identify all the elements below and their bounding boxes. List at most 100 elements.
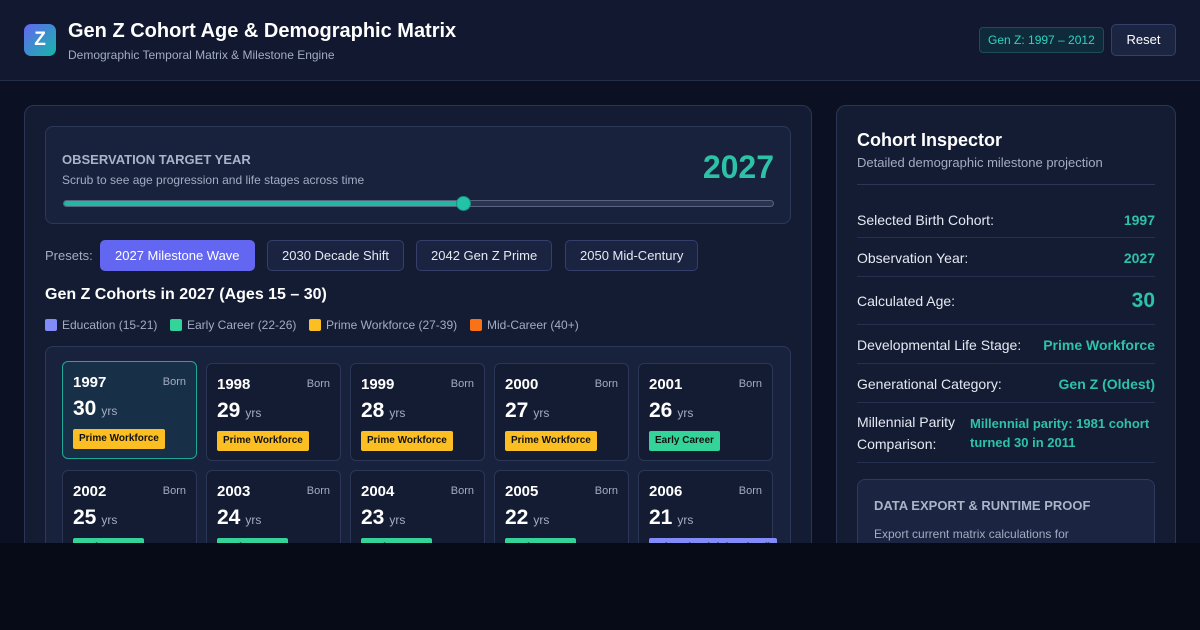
age-unit: yrs [389, 406, 406, 420]
inspector-row: Selected Birth Cohort: 1997 [857, 200, 1155, 238]
age-unit: yrs [245, 406, 262, 420]
born-label: Born [738, 378, 762, 390]
cohort-card[interactable]: 1997 Born 30 yrs Prime Workforce [62, 361, 197, 459]
subtitle: Demographic Temporal Matrix & Milestone … [68, 48, 335, 62]
age-unit: yrs [677, 406, 694, 420]
cohort-grid: 1997 Born 30 yrs Prime Workforce 1998 Born 29 yr… [45, 346, 791, 543]
preset-button[interactable]: 2030 Decade Shift [267, 240, 404, 271]
cohort-card[interactable]: 2004 Born 23 yrs Early Career [350, 470, 485, 543]
stage-badge: Early Career [361, 538, 432, 543]
slider-track[interactable] [63, 200, 774, 207]
age-unit: yrs [101, 404, 118, 418]
born-label: Born [450, 485, 474, 497]
cohort-year: 2005 [505, 483, 539, 500]
row-value: 1997 [1123, 212, 1155, 228]
title: Gen Z Cohort Age & Demographic Matrix [68, 20, 457, 42]
cohort-year: 2003 [217, 483, 251, 500]
inspector-row: Calculated Age: 30 [857, 277, 1155, 325]
stage-badge: Prime Workforce [505, 431, 597, 451]
age-value: 24 [217, 506, 241, 529]
cohort-card[interactable]: 2000 Born 27 yrs Prime Workforce [494, 363, 629, 461]
export-box: DATA EXPORT & RUNTIME PROOF Export curre… [857, 479, 1155, 543]
age-value: 25 [73, 506, 97, 529]
stage-badge: Prime Workforce [217, 431, 309, 451]
age-value: 28 [361, 399, 385, 422]
legend-label: Prime Workforce (27-39) [326, 318, 458, 332]
age-unit: yrs [389, 513, 406, 527]
inspector-panel: Cohort Inspector Detailed demographic mi… [836, 105, 1176, 543]
presets-label: Presets: [45, 248, 93, 263]
export-title: DATA EXPORT & RUNTIME PROOF [874, 498, 1091, 513]
matrix-panel: OBSERVATION TARGET YEAR Scrub to see age… [24, 105, 812, 543]
row-value: 30 [1131, 289, 1155, 312]
export-text: Export current matrix calculations for [874, 527, 1069, 541]
age-unit: yrs [245, 513, 262, 527]
cohort-card[interactable]: 2005 Born 22 yrs Early Career [494, 470, 629, 543]
row-value: Millennial parity: 1981 cohort turned 30… [970, 416, 1150, 450]
main: OBSERVATION TARGET YEAR Scrub to see age… [0, 81, 1200, 543]
row-label: Generational Category: [857, 376, 1002, 392]
inspector-subtitle: Detailed demographic milestone projectio… [857, 155, 1103, 170]
row-label: Calculated Age: [857, 293, 956, 309]
preset-button[interactable]: 2042 Gen Z Prime [416, 240, 553, 271]
range-badge: Gen Z: 1997 – 2012 [979, 27, 1104, 53]
row-label: Millennial Parity Comparison: [857, 414, 956, 452]
cohort-card[interactable]: 1999 Born 28 yrs Prime Workforce [350, 363, 485, 461]
row-label: Observation Year: [857, 250, 969, 266]
inspector-row: Generational Category: Gen Z (Oldest) [857, 364, 1155, 403]
cohort-age: 24 yrs [217, 506, 261, 530]
cohort-card[interactable]: 2002 Born 25 yrs Early Career [62, 470, 197, 543]
cohort-age: 22 yrs [505, 506, 549, 530]
cohort-age: 26 yrs [649, 399, 693, 423]
inspector-row: Observation Year: 2027 [857, 238, 1155, 277]
cohort-age: 25 yrs [73, 506, 117, 530]
cohort-year: 1997 [73, 374, 107, 391]
header: Z Gen Z Cohort Age & Demographic Matrix … [0, 0, 1200, 81]
cohort-age: 21 yrs [649, 506, 693, 530]
row-value: Gen Z (Oldest) [1058, 376, 1155, 392]
age-value: 30 [73, 397, 97, 420]
stage-badge: Early Career [217, 538, 288, 543]
stage-badge: Early Career [649, 431, 720, 451]
cohort-age: 30 yrs [73, 397, 117, 421]
cohort-year: 2000 [505, 376, 539, 393]
cohort-age: 28 yrs [361, 399, 405, 423]
age-value: 21 [649, 506, 673, 529]
born-label: Born [738, 485, 762, 497]
cohort-year: 2002 [73, 483, 107, 500]
inspector-row: Developmental Life Stage: Prime Workforce [857, 325, 1155, 364]
reset-button[interactable]: Reset [1111, 24, 1176, 56]
legend-label: Education (15-21) [62, 318, 158, 332]
logo: Z [24, 24, 56, 56]
preset-button[interactable]: 2050 Mid-Century [565, 240, 699, 271]
cohort-card[interactable]: 2003 Born 24 yrs Early Career [206, 470, 341, 543]
row-value: Prime Workforce [1043, 337, 1155, 353]
legend-label: Early Career (22-26) [187, 318, 297, 332]
cohort-card[interactable]: 2001 Born 26 yrs Early Career [638, 363, 773, 461]
cohort-age: 29 yrs [217, 399, 261, 423]
age-value: 26 [649, 399, 673, 422]
inspector-title: Cohort Inspector [857, 130, 1003, 150]
cohort-card[interactable]: 1998 Born 29 yrs Prime Workforce [206, 363, 341, 461]
age-value: 27 [505, 399, 529, 422]
cohort-card[interactable]: 2006 Born 21 yrs Education (High School) [638, 470, 778, 543]
born-label: Born [162, 376, 186, 388]
row-label: Developmental Life Stage: [857, 337, 1022, 353]
age-unit: yrs [533, 513, 550, 527]
slider-thumb[interactable] [456, 196, 471, 211]
born-label: Born [162, 485, 186, 497]
cohorts-heading: Gen Z Cohorts in 2027 (Ages 15 – 30) [45, 286, 327, 303]
row-label: Selected Birth Cohort: [857, 212, 994, 228]
cohort-age: 23 yrs [361, 506, 405, 530]
stage-badge: Early Career [73, 538, 144, 543]
preset-button[interactable]: 2027 Milestone Wave [100, 240, 255, 271]
age-unit: yrs [101, 513, 118, 527]
stage-badge: Education (High School) [649, 538, 778, 543]
legend-swatch [309, 319, 321, 331]
observation-year: 2027 [702, 149, 774, 185]
age-value: 22 [505, 506, 529, 529]
stage-badge: Prime Workforce [73, 429, 165, 449]
legend-label: Mid-Career (40+) [487, 318, 579, 332]
